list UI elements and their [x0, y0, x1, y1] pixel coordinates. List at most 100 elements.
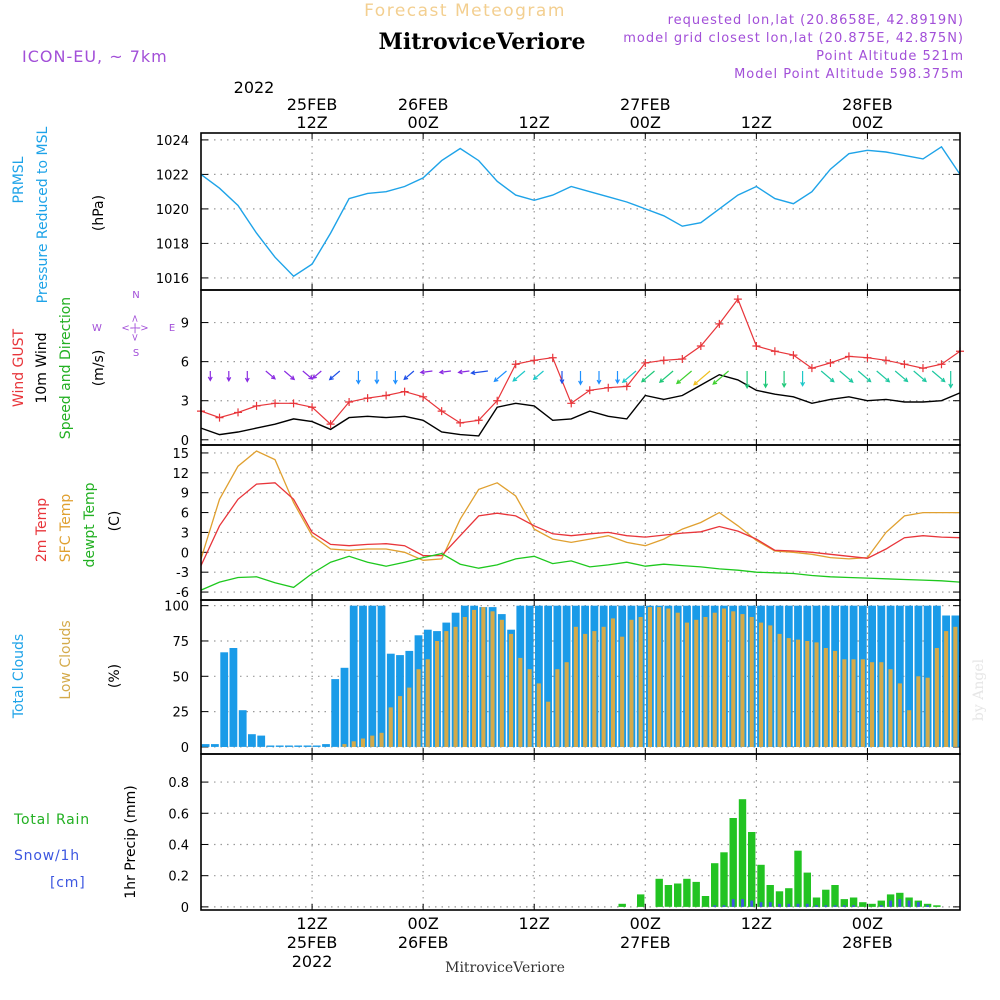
snow-bar: [852, 905, 855, 907]
gust-point: [733, 295, 742, 304]
gust-point: [363, 394, 372, 403]
compass-e: E: [169, 323, 175, 334]
y-tick-label: 0.8: [168, 776, 189, 791]
low-cloud-bar: [721, 608, 726, 747]
gust-point: [696, 342, 705, 351]
gust-point: [382, 391, 391, 400]
gust-point: [826, 358, 835, 367]
gust-point: [456, 418, 465, 427]
total-cloud-bar: [322, 744, 330, 747]
rain-bar: [775, 891, 784, 907]
rain-bar: [785, 888, 793, 907]
total-cloud-bar: [294, 745, 303, 747]
y-tick-label: 0.6: [168, 807, 189, 822]
wind-arrow: [493, 370, 507, 383]
total-cloud-bar: [544, 605, 552, 747]
total-cloud-bar: [331, 679, 340, 747]
wind-arrow: [820, 370, 835, 383]
rain-bar: [840, 899, 848, 907]
total-cloud-bar: [349, 605, 358, 747]
low-cloud-bar: [842, 659, 847, 747]
snow-bar: [842, 905, 846, 907]
wind-labels: Wind GUST 10m Wind Speed and Direction (…: [11, 290, 175, 439]
wind-arrow: [302, 370, 314, 380]
wind-arrow: [512, 370, 526, 382]
y-tick-label: 3: [181, 395, 189, 410]
total-cloud-bar: [266, 745, 275, 747]
y-tick-label: 0: [181, 434, 189, 449]
rain-bar: [859, 902, 867, 907]
snow-bar: [787, 903, 791, 907]
pressure-msl-label: Pressure Reduced to MSL: [35, 126, 51, 303]
top-hour-label: 00Z: [630, 113, 661, 132]
bottom-date-label: 26FEB: [398, 933, 449, 952]
gust-point: [326, 420, 335, 429]
rain-bar: [683, 878, 691, 907]
gust-point: [604, 383, 613, 392]
wind-arrow: [265, 370, 276, 380]
wind-arrow: [640, 370, 655, 383]
y-tick-label: 0: [181, 546, 189, 561]
wind-arrow: [857, 370, 872, 383]
low-cloud-bar: [675, 612, 680, 747]
clouds-unit: (%): [107, 664, 123, 688]
precip-unit: 1hr Precip (mm): [123, 785, 139, 898]
gust-point: [585, 386, 594, 395]
gust-point: [400, 387, 409, 396]
low-cloud-bar: [472, 609, 477, 747]
low-cloud-bar: [481, 607, 486, 747]
y-tick-label: 100: [164, 600, 189, 615]
gust-point: [345, 398, 354, 407]
total-cloud-bar: [285, 745, 293, 747]
rain-bar: [757, 864, 765, 907]
low-cloud-bar: [870, 662, 875, 747]
low-cloud-bar: [518, 657, 523, 747]
wind-arrow: [931, 370, 946, 383]
y-tick-label: 1016: [156, 272, 189, 287]
low-cloud-bar: [342, 744, 347, 747]
model-altitude: Model Point Altitude 598.375m: [734, 67, 964, 82]
wind-arrow: [913, 370, 927, 383]
gust-point: [863, 353, 872, 362]
y-tick-label: 0.2: [168, 870, 189, 885]
low-cloud-bar: [647, 607, 652, 747]
cloud-labels: Total Clouds Low Clouds (%): [11, 620, 123, 719]
bottom-date-label: 25FEB: [287, 933, 338, 952]
low-cloud-bar: [499, 619, 504, 747]
snow-bar: [759, 902, 763, 907]
snow-bar: [889, 900, 892, 907]
panel-frame: [200, 753, 961, 911]
pressure-line: [200, 145, 961, 278]
panel-clouds: 0 25 50 75 100: [164, 599, 961, 756]
wind-arrow: [328, 370, 341, 381]
model-label: ICON-EU, ~ 7km: [22, 47, 168, 66]
gust-point: [622, 382, 631, 391]
snow-bar: [731, 899, 735, 907]
point-altitude: Point Altitude 521m: [816, 49, 964, 64]
chart-title: MitroviceVeriore: [379, 29, 586, 55]
wind-arrow: [207, 371, 213, 382]
top-hour-label: 00Z: [852, 113, 883, 132]
low-cloud-bar: [379, 732, 384, 747]
rain-bar: [794, 850, 802, 907]
top-date-label: 26FEB: [398, 95, 449, 114]
low-cloud-bar: [360, 738, 365, 747]
wind-10m-label: 10m Wind: [34, 332, 50, 403]
wind-arrow: [559, 371, 565, 385]
low-cloud-bar: [351, 741, 356, 747]
gust-point: [271, 399, 280, 408]
gust-point: [567, 399, 576, 408]
y-tick-label: 15: [172, 447, 189, 462]
top-hour-label: 12Z: [741, 113, 772, 132]
pressure-labels: PRMSL Pressure Reduced to MSL (hPa): [11, 126, 107, 303]
snow-bar: [750, 900, 754, 907]
rain-bar: [738, 799, 747, 907]
gust-point: [659, 356, 668, 365]
wind-speed-dir-label: Speed and Direction: [58, 297, 74, 439]
rain-bar: [803, 872, 811, 907]
low-cloud-bar: [703, 617, 708, 747]
total-cloud-bar: [386, 653, 395, 747]
low-cloud-bar: [731, 611, 736, 747]
low-cloud-bar: [860, 659, 865, 747]
panel-wind: 0 3 6 9: [181, 289, 964, 449]
